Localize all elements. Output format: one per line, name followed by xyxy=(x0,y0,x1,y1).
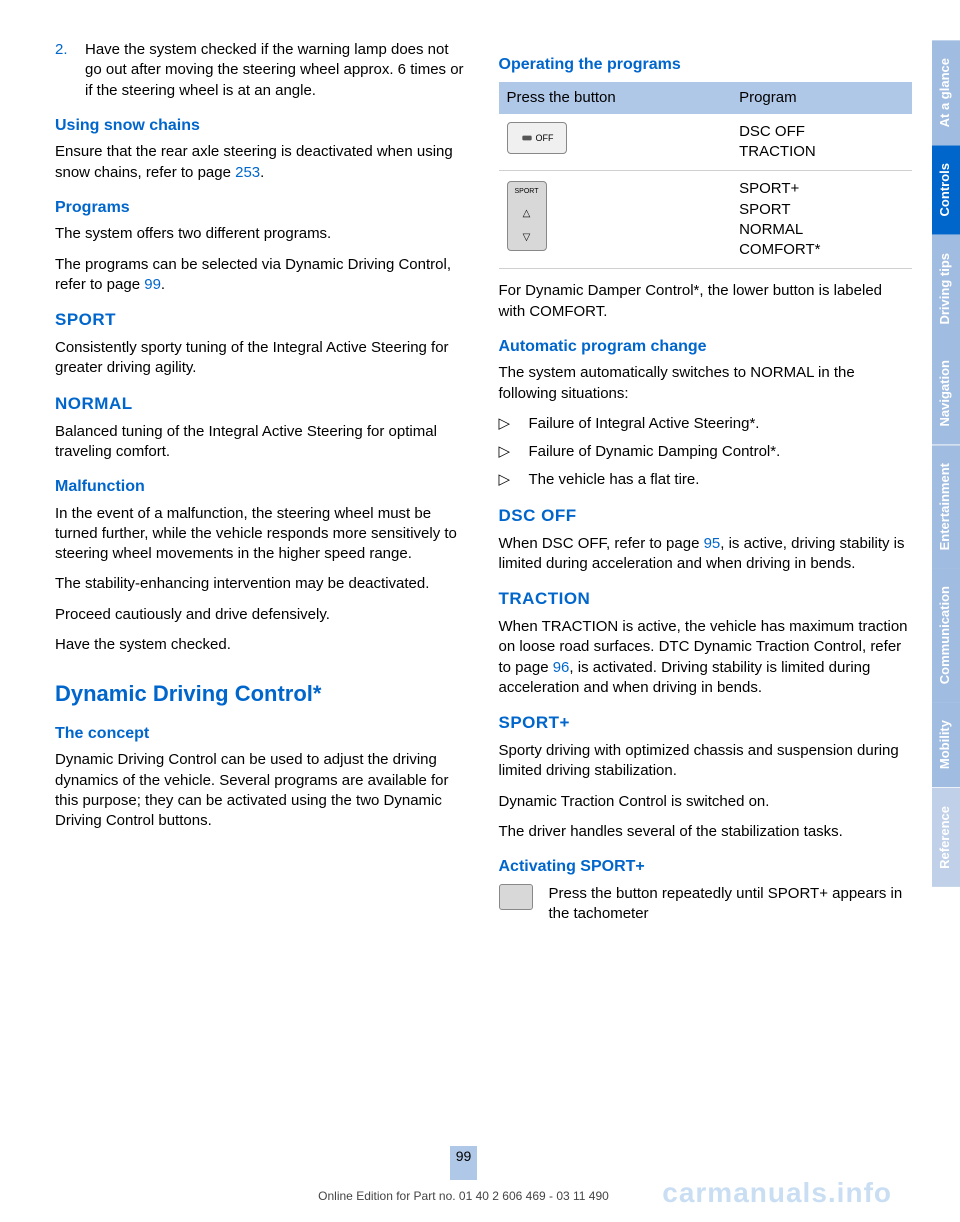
triangle-bullet-icon: ▷ xyxy=(499,470,517,490)
heading-traction: TRACTION xyxy=(499,588,913,611)
side-tabs: At a glance Controls Driving tips Naviga… xyxy=(932,0,960,1222)
tab-communication[interactable]: Communication xyxy=(932,568,960,702)
heading-sport: SPORT xyxy=(55,309,469,332)
paragraph: Proceed cautiously and drive defensively… xyxy=(55,605,469,625)
list-item: ▷The vehicle has a flat tire. xyxy=(499,470,913,490)
paragraph: Have the system checked. xyxy=(55,635,469,655)
page-link[interactable]: 95 xyxy=(704,535,721,552)
heading-concept: The concept xyxy=(55,723,469,745)
list-item: ▷Failure of Integral Active Steering*. xyxy=(499,414,913,434)
tab-reference[interactable]: Reference xyxy=(932,788,960,887)
left-column: 2. Have the system checked if the warnin… xyxy=(55,40,469,1202)
down-triangle-icon: ▽ xyxy=(523,231,531,245)
table-cell-button: OFF xyxy=(499,114,732,171)
numbered-list: 2. Have the system checked if the warnin… xyxy=(55,40,469,101)
heading-activating-sport-plus: Activating SPORT+ xyxy=(499,856,913,878)
heading-operating-programs: Operating the programs xyxy=(499,54,913,76)
list-item: ▷Failure of Dynamic Damping Control*. xyxy=(499,442,913,462)
heading-programs: Programs xyxy=(55,197,469,219)
tab-at-a-glance[interactable]: At a glance xyxy=(932,40,960,145)
paragraph: When DSC OFF, refer to page 95, is activ… xyxy=(499,534,913,575)
tab-driving-tips[interactable]: Driving tips xyxy=(932,235,960,343)
tab-entertainment[interactable]: Entertainment xyxy=(932,445,960,568)
programs-table: Press the button Program OFF DSC OFF TRA… xyxy=(499,82,913,270)
paragraph: For Dynamic Damper Control*, the lower b… xyxy=(499,281,913,322)
paragraph: Dynamic Traction Control is switched on. xyxy=(499,792,913,812)
tab-navigation[interactable]: Navigation xyxy=(932,342,960,444)
list-item: 2. Have the system checked if the warnin… xyxy=(55,40,469,101)
heading-dsc-off: DSC OFF xyxy=(499,505,913,528)
triangle-bullet-icon: ▷ xyxy=(499,414,517,434)
paragraph: Consistently sporty tuning of the Integr… xyxy=(55,338,469,379)
table-cell-button: SPORT △ ▽ xyxy=(499,171,732,269)
heading-snow-chains: Using snow chains xyxy=(55,115,469,137)
table-cell-program: SPORT+ SPORT NORMAL COMFORT* xyxy=(731,171,912,269)
paragraph: The programs can be selected via Dynamic… xyxy=(55,255,469,296)
paragraph: When TRACTION is active, the vehicle has… xyxy=(499,617,913,698)
paragraph: The driver handles several of the stabil… xyxy=(499,822,913,842)
page-number: 99 xyxy=(450,1146,478,1180)
small-rocker-icon xyxy=(499,884,533,910)
icon-text-row: Press the button repeatedly until SPORT+… xyxy=(499,884,913,925)
page-link[interactable]: 253 xyxy=(235,164,260,181)
triangle-bullet-icon: ▷ xyxy=(499,442,517,462)
paragraph: Press the button repeatedly until SPORT+… xyxy=(549,884,913,925)
heading-malfunction: Malfunction xyxy=(55,476,469,498)
paragraph: Sporty driving with optimized chassis an… xyxy=(499,741,913,782)
car-icon xyxy=(520,131,534,145)
up-triangle-icon: △ xyxy=(523,207,531,221)
heading-normal: NORMAL xyxy=(55,393,469,416)
tab-controls[interactable]: Controls xyxy=(932,145,960,234)
paragraph: Ensure that the rear axle steering is de… xyxy=(55,142,469,183)
page: 2. Have the system checked if the warnin… xyxy=(0,0,960,1222)
list-number: 2. xyxy=(55,40,73,101)
heading-ddc: Dynamic Driving Control* xyxy=(55,679,469,709)
footer-text: Online Edition for Part no. 01 40 2 606 … xyxy=(55,1188,872,1204)
paragraph: In the event of a malfunction, the steer… xyxy=(55,504,469,565)
page-link[interactable]: 99 xyxy=(144,276,161,293)
paragraph: Balanced tuning of the Integral Active S… xyxy=(55,422,469,463)
heading-sport-plus: SPORT+ xyxy=(499,712,913,735)
paragraph: The system offers two different programs… xyxy=(55,224,469,244)
table-header: Press the button xyxy=(499,82,732,114)
content-area: 2. Have the system checked if the warnin… xyxy=(0,0,932,1222)
paragraph: The stability-enhancing intervention may… xyxy=(55,574,469,594)
table-row: SPORT △ ▽ SPORT+ SPORT NORMAL COMFORT* xyxy=(499,171,913,269)
list-text: Have the system checked if the warning l… xyxy=(85,40,469,101)
paragraph: Dynamic Driving Control can be used to a… xyxy=(55,750,469,831)
paragraph: The system automatically switches to NOR… xyxy=(499,363,913,404)
rocker-button-icon: SPORT △ ▽ xyxy=(507,181,547,251)
heading-auto-program-change: Automatic program change xyxy=(499,336,913,358)
table-header: Program xyxy=(731,82,912,114)
table-cell-program: DSC OFF TRACTION xyxy=(731,114,912,171)
right-column: Operating the programs Press the button … xyxy=(499,40,913,1202)
tab-mobility[interactable]: Mobility xyxy=(932,702,960,787)
page-number-container: 99 xyxy=(55,1146,872,1180)
bullet-list: ▷Failure of Integral Active Steering*. ▷… xyxy=(499,414,913,491)
table-row: OFF DSC OFF TRACTION xyxy=(499,114,913,171)
dsc-off-button-icon: OFF xyxy=(507,122,567,154)
table-header-row: Press the button Program xyxy=(499,82,913,114)
page-link[interactable]: 96 xyxy=(553,659,570,676)
